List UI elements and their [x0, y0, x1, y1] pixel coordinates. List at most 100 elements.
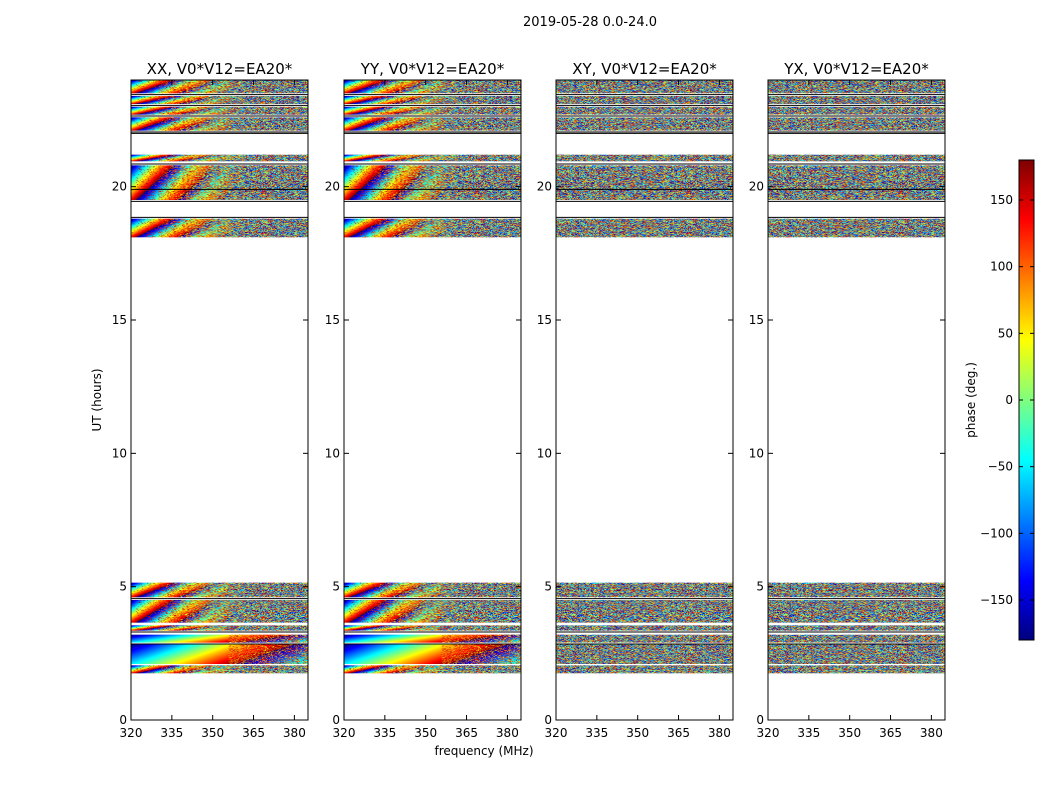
phase-image [556, 80, 733, 674]
data-band-2 [344, 634, 521, 643]
data-band-12 [556, 80, 733, 94]
data-band-6 [131, 218, 308, 238]
y-tick-label: 5 [332, 580, 340, 594]
panel-frame [767, 79, 946, 721]
data-band-9 [344, 117, 521, 131]
data-band-12 [768, 80, 945, 94]
y-tick-label: 5 [119, 580, 127, 594]
x-tick-label: 365 [667, 726, 690, 740]
data-band-3 [556, 625, 733, 631]
y-tick-label: 10 [537, 446, 552, 460]
data-band-7 [556, 165, 733, 200]
panel-frame [555, 79, 734, 721]
data-band-2 [768, 634, 945, 643]
panel-3: XY, V0*V12=EA20* 320 335 350 365 380 0 5 10 15 20 [537, 60, 734, 740]
x-tick-label: 320 [545, 726, 568, 740]
colorbar-tick-label: −150 [980, 593, 1013, 607]
x-tick-label: 350 [626, 726, 649, 740]
y-tick-label: 5 [756, 580, 764, 594]
y-tick-label: 5 [544, 580, 552, 594]
data-band-11 [131, 96, 308, 104]
panel-1: XX, V0*V12=EA20* 320 335 350 365 380 0 5 10 15 20 [112, 60, 309, 740]
data-band-9 [131, 117, 308, 131]
data-band-4 [556, 600, 733, 623]
data-band-7 [344, 165, 521, 200]
x-tick-label: 335 [585, 726, 608, 740]
x-tick-label: 350 [838, 726, 861, 740]
phase-image [344, 80, 521, 674]
data-band-2 [556, 634, 733, 643]
x-tick-label: 365 [455, 726, 478, 740]
phase-image [131, 80, 308, 674]
shared-axis-labels: UT (hours) frequency (MHz) [90, 368, 534, 758]
colorbar-tick-label: 0 [1005, 393, 1013, 407]
data-band-8 [768, 154, 945, 162]
panel-title: YY, V0*V12=EA20* [360, 60, 505, 78]
panel-4: YX, V0*V12=EA20* 320 335 350 365 380 0 5 10 15 20 [749, 60, 946, 740]
y-tick-label: 20 [325, 180, 340, 194]
data-band-6 [344, 218, 521, 238]
x-tick-label: 320 [757, 726, 780, 740]
x-tick-label: 365 [879, 726, 902, 740]
data-band-3 [344, 625, 521, 631]
data-band-5 [131, 582, 308, 598]
x-tick-label: 380 [920, 726, 943, 740]
data-band-6 [556, 218, 733, 238]
y-tick-label: 10 [112, 446, 127, 460]
panel-2: YY, V0*V12=EA20* 320 335 350 365 380 0 5 10 15 20 [325, 60, 522, 740]
x-tick-label: 380 [708, 726, 731, 740]
data-band-0 [131, 665, 308, 674]
data-band-1 [131, 644, 308, 664]
data-band-1 [768, 644, 945, 664]
data-band-5 [344, 582, 521, 598]
data-band-7 [131, 165, 308, 200]
panels-group: XX, V0*V12=EA20*320 335 350 365 38005101520Y… [112, 60, 946, 740]
data-band-11 [556, 96, 733, 104]
data-band-4 [344, 600, 521, 623]
data-band-9 [768, 117, 945, 131]
data-band-0 [344, 665, 521, 674]
panel-title: YX, V0*V12=EA20* [783, 60, 929, 78]
panel-frame [130, 79, 309, 721]
data-band-6 [768, 218, 945, 238]
data-band-5 [556, 582, 733, 598]
x-tick-label: 335 [797, 726, 820, 740]
data-band-12 [131, 80, 308, 94]
data-band-10 [556, 106, 733, 115]
colorbar-label: phase (deg.) [964, 362, 978, 438]
y-tick-label: 0 [756, 713, 764, 727]
data-band-11 [768, 96, 945, 104]
data-band-3 [768, 625, 945, 631]
y-tick-label: 0 [332, 713, 340, 727]
colorbar-tick-label: 50 [998, 326, 1013, 340]
data-band-4 [768, 600, 945, 623]
x-axis-label: frequency (MHz) [434, 744, 533, 758]
y-tick-label: 10 [325, 446, 340, 460]
y-tick-label: 0 [119, 713, 127, 727]
panel-frame [343, 79, 522, 721]
panel-title: XY, V0*V12=EA20* [572, 60, 717, 78]
data-band-8 [131, 154, 308, 162]
colorbar-tick-label: −50 [988, 460, 1013, 474]
y-tick-label: 20 [112, 180, 127, 194]
data-band-0 [768, 665, 945, 674]
x-tick-label: 350 [201, 726, 224, 740]
colorbar-tick-label: 100 [990, 260, 1013, 274]
colorbar: 150 100 50 0 −50 −100 −150 phase (deg.) [964, 159, 1035, 641]
data-band-4 [131, 600, 308, 623]
phase-image [768, 80, 945, 674]
y-tick-label: 10 [749, 446, 764, 460]
x-tick-label: 335 [373, 726, 396, 740]
x-tick-label: 320 [333, 726, 356, 740]
figure-title: 2019-05-28 0.0-24.0 [523, 15, 657, 30]
y-tick-label: 15 [537, 313, 552, 327]
data-band-5 [768, 582, 945, 598]
x-tick-label: 350 [414, 726, 437, 740]
data-band-10 [344, 106, 521, 115]
data-band-1 [344, 644, 521, 664]
y-tick-label: 15 [325, 313, 340, 327]
x-tick-label: 320 [120, 726, 143, 740]
y-tick-label: 15 [112, 313, 127, 327]
x-tick-label: 380 [496, 726, 519, 740]
